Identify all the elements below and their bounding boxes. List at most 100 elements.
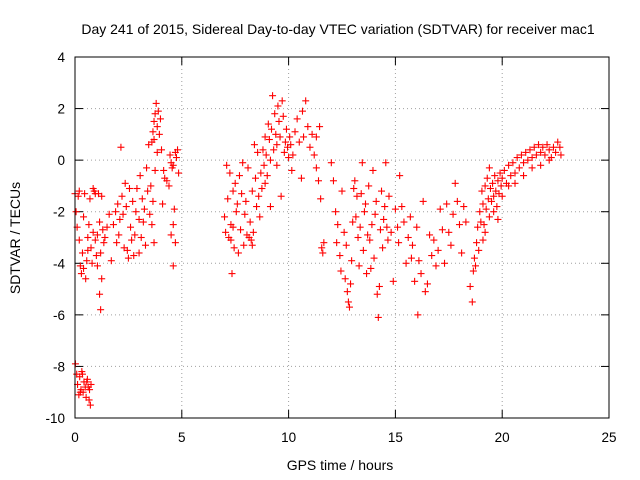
data-point [84,246,92,254]
data-point [453,197,461,205]
data-point [174,146,182,154]
data-point [443,200,451,208]
data-point [522,148,530,156]
data-point [316,123,324,131]
data-point [363,270,371,278]
data-point [85,221,93,229]
data-point [476,208,484,216]
data-point [152,99,160,107]
data-point [143,164,151,172]
data-point [552,148,560,156]
data-point [242,197,250,205]
data-point [302,97,310,105]
data-point [308,130,316,138]
data-point [447,241,455,249]
data-point [505,182,513,190]
data-point [78,249,86,257]
data-point [379,244,387,252]
y-tick-label: 4 [57,50,65,65]
data-point [485,213,493,221]
data-point [365,182,373,190]
x-tick-label: 10 [281,430,296,445]
y-axis-label: SDTVAR / TECUs [7,182,23,294]
data-point [147,182,155,190]
data-point [336,252,344,260]
data-point [493,203,501,211]
data-point [74,192,82,200]
data-point [500,166,508,174]
data-point [517,151,525,159]
data-point [169,161,177,169]
data-point [293,115,301,123]
data-point [373,290,381,298]
data-point [333,239,341,247]
data-point [264,120,272,128]
data-point [460,203,468,211]
data-point [87,380,95,388]
data-point [387,228,395,236]
data-point [345,303,353,311]
data-point [155,130,163,138]
data-point [298,107,306,115]
data-point [528,164,536,172]
data-point [231,179,239,187]
y-tick-label: -10 [45,411,65,426]
data-point [84,234,92,241]
data-point [340,228,348,236]
data-point [153,148,161,156]
data-point [349,218,357,226]
data-point [118,192,126,200]
data-point [274,102,282,110]
data-point [97,249,105,257]
data-point [167,231,175,239]
data-point [342,241,350,249]
data-point [389,277,397,285]
x-tick-labels: 0 5 10 15 20 25 [71,430,616,445]
data-point [414,311,422,319]
data-point [256,213,264,221]
y-tick-label: 2 [57,102,65,117]
data-point [137,234,145,241]
data-point [133,185,141,193]
data-point [289,151,297,159]
data-point [121,179,129,187]
data-point [255,192,263,200]
data-point [172,154,180,162]
data-point [288,166,296,174]
data-point [367,264,375,272]
data-point [286,133,294,141]
data-point [438,226,446,234]
data-point [490,192,498,200]
data-point [129,197,137,205]
data-point [356,223,364,231]
data-point [497,182,505,190]
x-tick-label: 5 [178,430,186,445]
data-point [315,177,323,185]
x-tick-label: 20 [495,430,510,445]
data-point [238,190,246,198]
data-point [169,221,177,229]
data-point [232,208,240,216]
data-point [549,143,557,151]
data-point [359,246,367,254]
data-point [151,166,159,174]
data-point [280,148,288,156]
data-point [234,249,242,257]
data-point [233,200,241,208]
data-point [382,159,390,167]
data-point [109,221,117,229]
data-point [282,125,290,133]
data-point [124,254,132,262]
data-point [171,239,179,247]
data-point [421,288,429,296]
data-point [295,138,303,146]
data-point [83,257,91,265]
data-point [76,388,84,396]
data-point [530,143,538,151]
data-point [230,244,238,252]
data-point [254,148,262,156]
data-point [154,107,162,115]
data-point [541,151,549,159]
data-point [408,241,416,249]
data-point [374,313,382,321]
